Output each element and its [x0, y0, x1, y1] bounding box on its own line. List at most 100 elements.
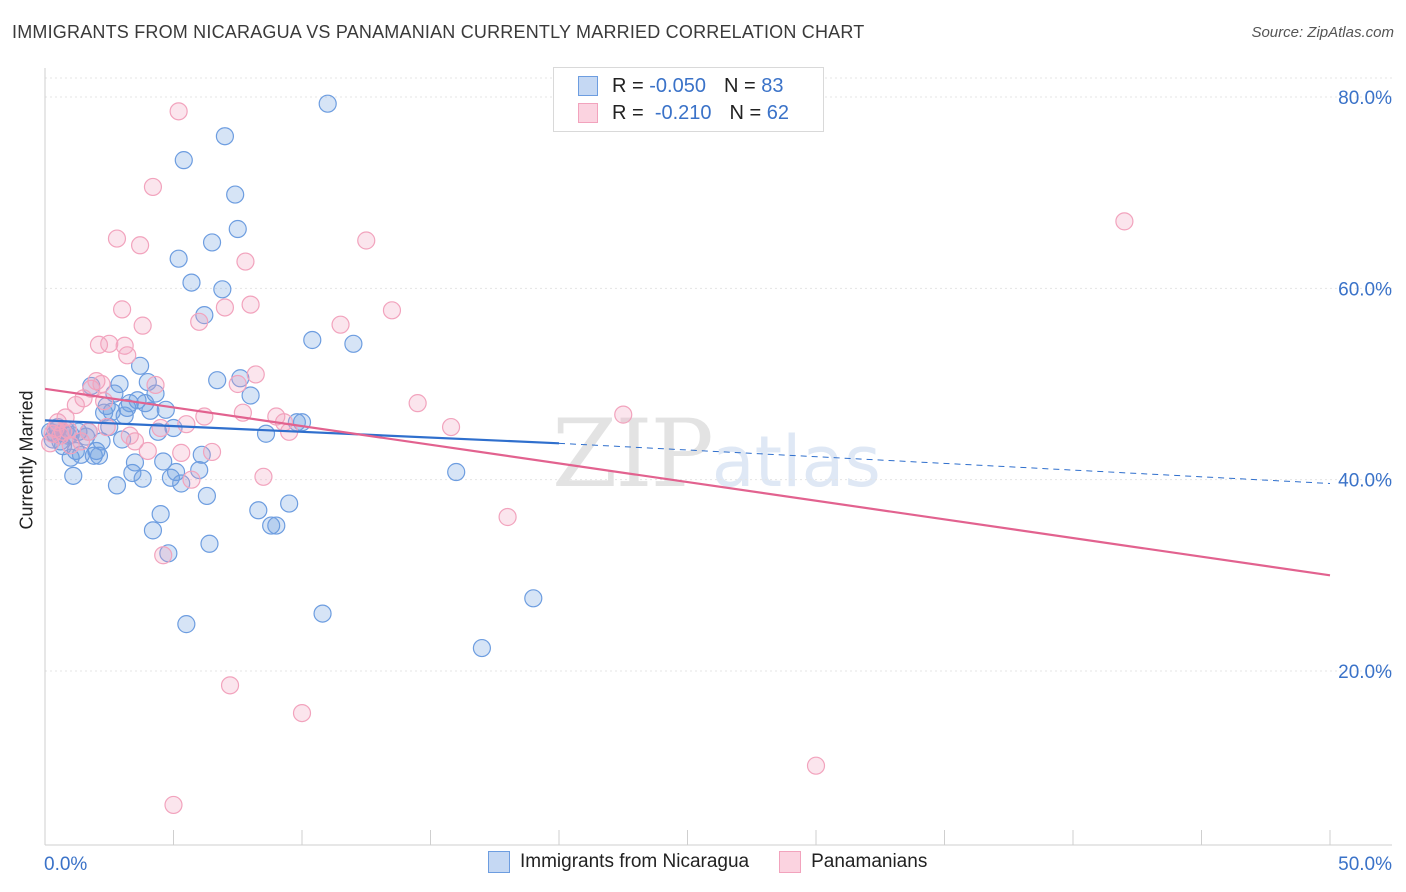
- point-nicaragua: [107, 476, 127, 495]
- point-panamanians: [92, 374, 111, 394]
- point-panamanians: [190, 312, 209, 331]
- x-tick-label: 50.0%: [1338, 854, 1392, 875]
- x-tick-label: 0.0%: [44, 854, 87, 875]
- point-nicaragua: [318, 94, 337, 113]
- point-panamanians: [806, 756, 826, 775]
- correlation-legend: R = -0.050 N = 83 R = -0.210 N = 62: [553, 67, 824, 132]
- point-panamanians: [614, 405, 633, 424]
- point-nicaragua: [154, 452, 173, 471]
- legend-n-value: 62: [766, 101, 790, 124]
- point-nicaragua: [215, 127, 234, 146]
- point-panamanians: [357, 231, 376, 250]
- legend-swatch-pink: [578, 103, 598, 123]
- point-panamanians: [215, 298, 234, 317]
- point-panamanians: [125, 432, 145, 451]
- point-panamanians: [154, 546, 173, 565]
- point-nicaragua: [130, 356, 150, 375]
- point-nicaragua: [267, 516, 286, 535]
- point-panamanians: [172, 443, 191, 462]
- point-nicaragua: [92, 432, 111, 451]
- legend-item-panamanians[interactable]: Panamanians: [779, 851, 927, 873]
- point-nicaragua: [228, 219, 247, 239]
- y-axis-label: Currently Married: [16, 390, 37, 530]
- point-nicaragua: [241, 386, 260, 405]
- point-nicaragua: [447, 462, 466, 482]
- point-panamanians: [292, 703, 312, 723]
- point-nicaragua: [174, 151, 193, 170]
- point-nicaragua: [249, 501, 268, 520]
- legend-row-panamanians: R = -0.210 N = 62: [578, 102, 789, 124]
- point-nicaragua: [87, 441, 106, 461]
- point-panamanians: [241, 295, 260, 314]
- point-panamanians: [220, 676, 240, 695]
- point-nicaragua: [313, 604, 332, 623]
- point-nicaragua: [208, 371, 227, 390]
- point-nicaragua: [524, 589, 543, 608]
- legend-swatch-pink: [779, 851, 802, 873]
- legend-item-nicaragua[interactable]: Immigrants from Nicaragua: [488, 851, 749, 873]
- point-nicaragua: [197, 486, 217, 506]
- point-nicaragua: [262, 516, 281, 535]
- point-nicaragua: [213, 280, 232, 299]
- point-nicaragua: [143, 521, 163, 540]
- point-nicaragua: [192, 445, 211, 464]
- point-panamanians: [138, 441, 157, 461]
- point-panamanians: [151, 418, 170, 438]
- point-panamanians: [382, 301, 402, 320]
- watermark-zip: ZIP: [552, 400, 714, 509]
- point-panamanians: [143, 177, 163, 197]
- point-nicaragua: [123, 463, 142, 483]
- point-panamanians: [331, 315, 350, 334]
- point-nicaragua: [110, 374, 129, 394]
- legend-n-value: 83: [761, 74, 784, 97]
- point-nicaragua: [141, 401, 160, 420]
- y-tick-label: 60.0%: [1338, 279, 1392, 300]
- legend-r-label: R =: [612, 74, 644, 97]
- point-panamanians: [164, 795, 183, 815]
- point-nicaragua: [182, 273, 201, 292]
- point-panamanians: [441, 417, 461, 437]
- point-nicaragua: [156, 400, 175, 419]
- chart-title: IMMIGRANTS FROM NICARAGUA VS PANAMANIAN …: [12, 22, 865, 42]
- legend-swatch-blue: [488, 851, 510, 873]
- legend-r-value: -0.210: [654, 101, 712, 124]
- point-panamanians: [177, 415, 196, 434]
- y-tick-label: 40.0%: [1338, 471, 1392, 492]
- point-panamanians: [79, 422, 98, 441]
- source-label: Source: ZipAtlas.com: [1251, 24, 1394, 41]
- point-panamanians: [118, 346, 137, 365]
- legend-label: Panamanians: [811, 851, 928, 872]
- point-panamanians: [182, 470, 201, 489]
- point-panamanians: [120, 426, 139, 445]
- legend-swatch-blue: [578, 76, 598, 96]
- point-nicaragua: [202, 233, 222, 252]
- point-panamanians: [97, 417, 116, 437]
- series-legend: Immigrants from Nicaragua Panamanians: [488, 851, 957, 873]
- trendline-nicaragua-extension: [558, 442, 1331, 484]
- point-nicaragua: [89, 446, 109, 465]
- point-nicaragua: [133, 469, 152, 488]
- point-panamanians: [130, 236, 150, 255]
- point-nicaragua: [84, 446, 103, 465]
- point-panamanians: [112, 300, 132, 319]
- point-panamanians: [71, 432, 91, 451]
- point-nicaragua: [226, 185, 245, 204]
- trendline-nicaragua: [44, 419, 560, 445]
- point-nicaragua: [177, 615, 196, 634]
- point-panamanians: [87, 372, 106, 391]
- legend-label: Immigrants from Nicaragua: [520, 851, 750, 872]
- point-panamanians: [133, 316, 152, 335]
- point-panamanians: [107, 229, 127, 248]
- point-panamanians: [236, 252, 255, 271]
- point-nicaragua: [280, 494, 299, 513]
- legend-r-label: R =: [612, 101, 644, 124]
- point-panamanians: [228, 374, 247, 394]
- point-nicaragua: [169, 249, 188, 268]
- watermark: ZIPatlas: [552, 400, 881, 509]
- y-tick-label: 20.0%: [1338, 662, 1392, 683]
- legend-row-nicaragua: R = -0.050 N = 83: [578, 75, 783, 97]
- point-nicaragua: [64, 466, 83, 485]
- point-nicaragua: [151, 505, 170, 524]
- point-nicaragua: [303, 330, 322, 350]
